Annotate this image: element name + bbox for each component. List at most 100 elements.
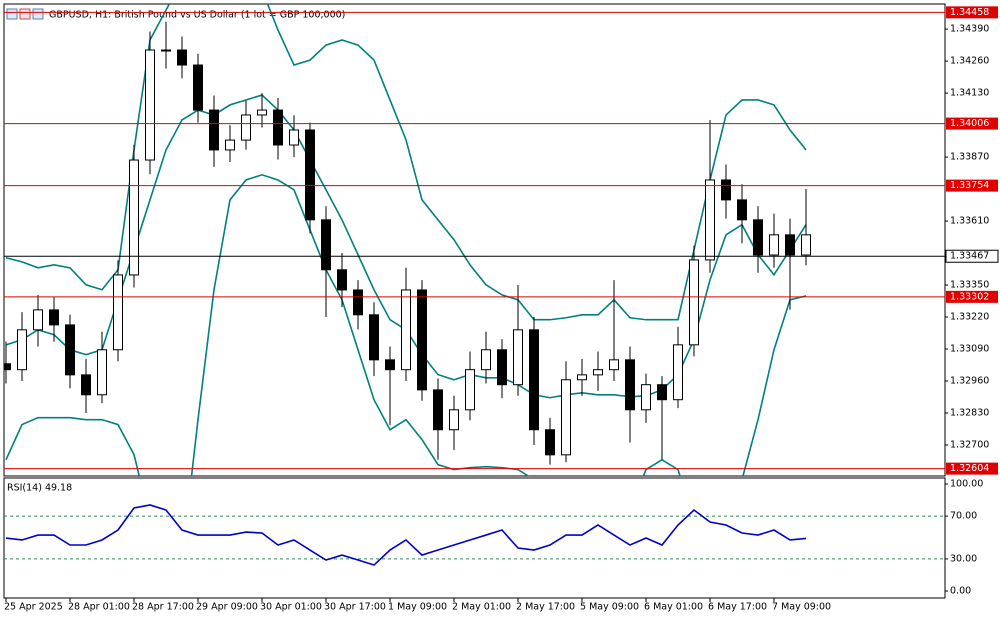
axes: 1.34390 1.34260 1.34130 1.33870 1.33610 1.333…: [4, 6, 999, 613]
icon[interactable]: [19, 8, 31, 20]
candle-body: [49, 309, 59, 326]
level-label-bg: [946, 117, 998, 130]
level-label: 1.34006: [950, 118, 989, 129]
candle-body: [433, 389, 443, 431]
candle-body: [177, 49, 187, 66]
bollinger-upper: [5, 4, 807, 321]
rsi-plot: [4, 504, 945, 566]
candle-body: [145, 49, 155, 161]
candle-body: [321, 219, 331, 271]
candle-body: [385, 359, 395, 371]
y-tick-label: 1.34390: [950, 24, 989, 35]
candle-body: [705, 179, 715, 261]
candle-body: [753, 219, 763, 256]
candle-body: [657, 384, 667, 401]
candle-body: [417, 289, 427, 391]
x-tick-label: 30 Apr 17:00: [324, 602, 386, 613]
candle-body: [369, 314, 379, 361]
y-tick-label: 1.32700: [950, 439, 989, 450]
candle-body: [97, 349, 107, 396]
candle-body: [161, 49, 171, 52]
candle-body: [401, 289, 411, 371]
y-tick-label: 1.32960: [950, 376, 989, 387]
level-label: 1.33754: [950, 180, 989, 191]
candle-body: [625, 359, 635, 411]
y-tick-label: 1.33350: [950, 280, 989, 291]
rsi-y-tick-label: 30.00: [950, 553, 977, 564]
candle-body: [577, 374, 587, 381]
candle-body: [225, 139, 235, 151]
candle-body: [337, 269, 347, 291]
candle-body: [65, 324, 75, 376]
icon[interactable]: [32, 8, 44, 20]
y-tick-label: 1.33870: [950, 152, 989, 163]
candle-body: [689, 259, 699, 346]
rsi-y-tick-label: 100.00: [950, 478, 983, 489]
last-price-label: 1.33467: [950, 251, 989, 262]
x-tick-label: 6 May 01:00: [644, 602, 703, 613]
x-tick-label: 28 Apr 01:00: [68, 602, 130, 613]
candle-body: [209, 109, 219, 151]
candle-body: [193, 64, 203, 111]
x-tick-label: 29 Apr 09:00: [196, 602, 258, 613]
level-label-bg: [946, 290, 998, 303]
level-label-bg: [946, 179, 998, 192]
candle-body: [305, 129, 315, 221]
level-label: 1.34458: [950, 7, 989, 18]
level-label-bg: [946, 6, 998, 19]
x-tick-label: 2 May 17:00: [516, 602, 575, 613]
bollinger-lower: [5, 173, 807, 476]
x-tick-label: 6 May 17:00: [708, 602, 767, 613]
candle-body: [513, 329, 523, 386]
candle-body: [289, 129, 299, 146]
candle-body: [561, 379, 571, 456]
x-tick-label: 30 Apr 01:00: [260, 602, 322, 613]
candle-body: [257, 109, 267, 116]
candle-body: [497, 349, 507, 386]
rsi-title: RSI(14) 49.18: [7, 483, 72, 494]
candle-body: [465, 369, 475, 411]
price-frame: [3, 3, 946, 477]
candle-body: [593, 369, 603, 376]
x-tick-label: 28 Apr 17:00: [132, 602, 194, 613]
candle-body: [241, 114, 251, 141]
rsi-line: [5, 504, 807, 566]
candle-body: [33, 309, 43, 331]
candle-body: [4, 363, 11, 371]
rsi-frame: [3, 477, 946, 599]
icon[interactable]: [6, 8, 18, 20]
candle-body: [673, 344, 683, 401]
chart-title: GBPUSD, H1: British Pound vs US Dollar (…: [49, 10, 345, 21]
candle-body: [449, 409, 459, 431]
candle-body: [81, 374, 91, 396]
candle-body: [769, 234, 779, 256]
candle-body: [17, 329, 27, 371]
candle-body: [529, 329, 539, 431]
y-tick-label: 1.33090: [950, 344, 989, 355]
candle-body: [721, 179, 731, 201]
y-tick-label: 1.34130: [950, 88, 989, 99]
level-label: 1.33302: [950, 291, 989, 302]
level-label: 1.32604: [950, 463, 989, 474]
candle-body: [609, 359, 619, 371]
x-tick-label: 25 Apr 2025: [4, 602, 63, 613]
candle-body: [801, 234, 811, 256]
y-tick-label: 1.34260: [950, 56, 989, 67]
candle-body: [113, 274, 123, 351]
candle-body: [353, 289, 363, 316]
candle-body: [737, 199, 747, 221]
rsi-y-tick-label: 0.00: [950, 586, 971, 597]
price-plot: [4, 4, 945, 476]
y-tick-label: 1.33610: [950, 216, 989, 227]
candle-body: [129, 159, 139, 276]
rsi-y-tick-label: 70.00: [950, 511, 977, 522]
candle-body: [785, 234, 795, 256]
level-label-bg: [946, 462, 998, 475]
toolbar-icons[interactable]: [6, 8, 44, 20]
candle-body: [545, 429, 555, 456]
x-tick-label: 5 May 09:00: [580, 602, 639, 613]
candle-body: [641, 384, 651, 411]
